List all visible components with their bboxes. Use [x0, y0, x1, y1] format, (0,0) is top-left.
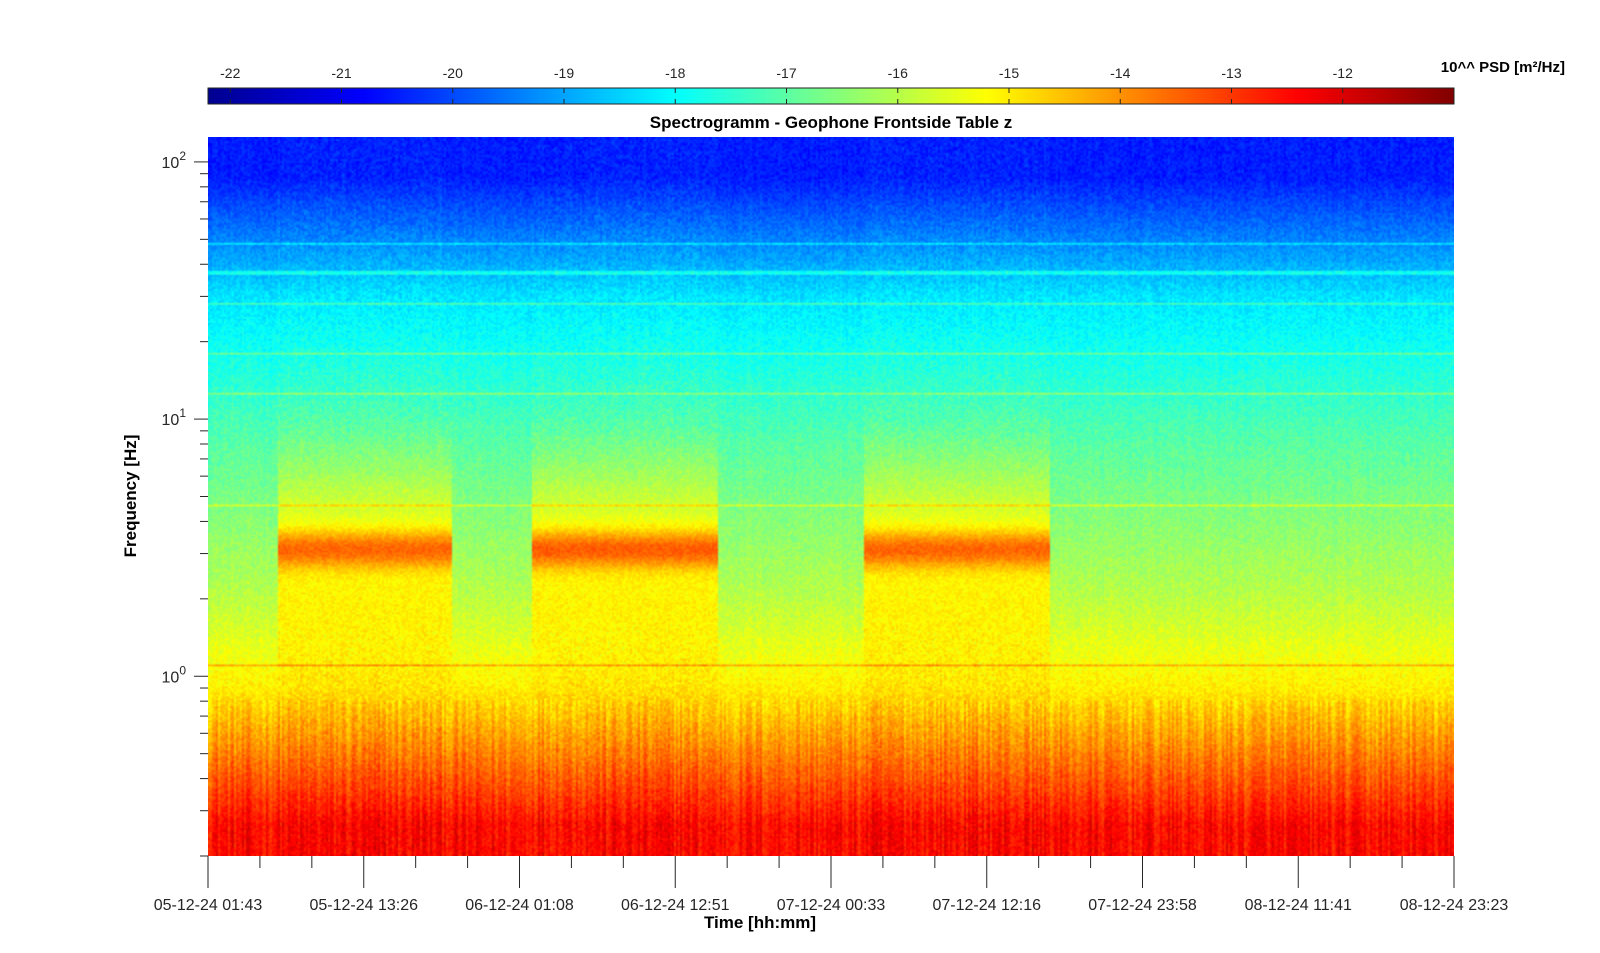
chart-title: Spectrogramm - Geophone Frontside Table …: [650, 113, 1012, 132]
colorbar-ticks: -22 -21 -20 -19 -18 -17 -16 -15 -14 -13 -12: [220, 65, 1353, 104]
x-tick-label: 05-12-24 13:26: [309, 897, 418, 914]
y-tick-exponent: 2: [179, 149, 186, 163]
colorbar-label: 10^^ PSD [m²/Hz]: [1441, 59, 1565, 76]
colorbar-gradient: [207, 87, 1455, 105]
x-axis-label: Time [hh:mm]: [704, 913, 816, 932]
x-tick-label: 05-12-24 01:43: [154, 897, 263, 914]
y-tick-label: 102: [162, 149, 187, 172]
y-tick-base: 10: [162, 669, 180, 686]
colorbar-tick-label: -15: [999, 65, 1019, 81]
y-tick-base: 10: [162, 412, 180, 429]
colorbar-tick-label: -13: [1221, 65, 1241, 81]
x-tick-label: 06-12-24 12:51: [621, 897, 730, 914]
x-tick-label: 07-12-24 23:58: [1088, 897, 1197, 914]
colorbar-tick-label: -18: [665, 65, 685, 81]
x-tick-label: 07-12-24 00:33: [777, 897, 886, 914]
x-tick-label: 08-12-24 11:41: [1245, 897, 1352, 914]
y-tick-label: 100: [162, 663, 187, 686]
y-tick-base: 10: [162, 155, 180, 172]
x-tick-label: 07-12-24 12:16: [932, 897, 1041, 914]
y-axis-label: Frequency [Hz]: [121, 435, 140, 558]
colorbar-tick-label: -17: [776, 65, 796, 81]
x-tick-label: 06-12-24 01:08: [465, 897, 574, 914]
y-tick-exponent: 0: [179, 663, 186, 677]
x-tick-label: 08-12-24 23:23: [1400, 897, 1509, 914]
spectrogram-heatmap: [208, 137, 1454, 856]
colorbar-tick-label: -14: [1110, 65, 1130, 81]
colorbar: -22 -21 -20 -19 -18 -17 -16 -15 -14 -13 -12 10^^ P…: [207, 59, 1565, 105]
colorbar-tick-label: -21: [331, 65, 351, 81]
x-axis-ticks: 05-12-24 01:43 05-12-24 13:26 06-12-24 01:…: [154, 856, 1509, 914]
y-tick-label: 101: [162, 406, 187, 429]
y-tick-exponent: 1: [179, 406, 186, 420]
colorbar-tick-label: -20: [443, 65, 463, 81]
colorbar-tick-label: -12: [1333, 65, 1353, 81]
plot-area: [208, 137, 1454, 856]
colorbar-tick-label: -19: [554, 65, 574, 81]
colorbar-tick-label: -22: [220, 65, 240, 81]
colorbar-tick-label: -16: [888, 65, 908, 81]
